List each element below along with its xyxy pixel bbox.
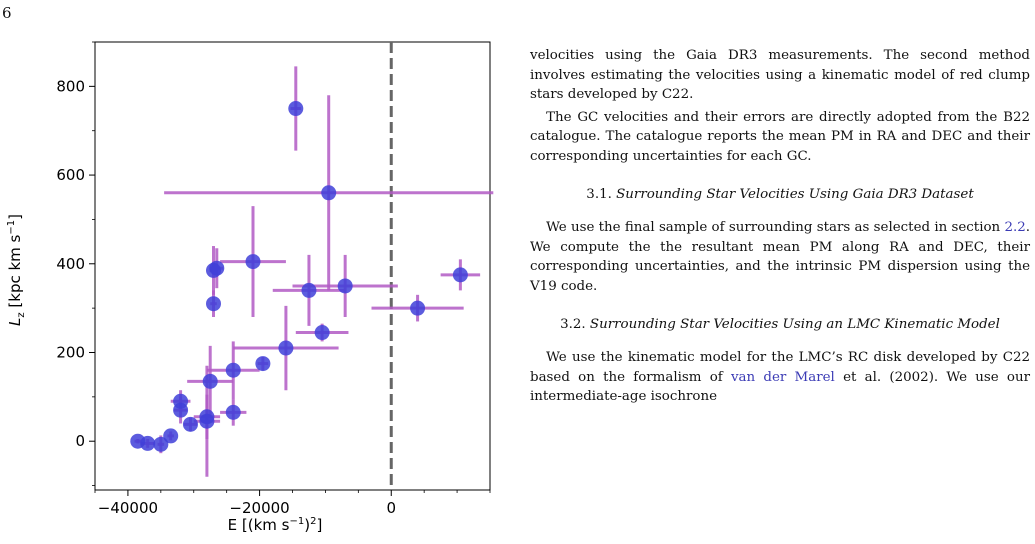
data-marker-21 — [163, 428, 179, 444]
paragraph-3-text-b: . We compute the the resultant mean PM a… — [530, 220, 1030, 294]
y-tick-label: 600 — [56, 166, 85, 184]
paragraph-3: We use the final sample of surrounding s… — [530, 218, 1030, 296]
y-tick-label: 800 — [56, 77, 85, 95]
data-marker-20 — [182, 416, 198, 432]
data-marker-6 — [301, 282, 317, 298]
data-marker-13 — [225, 362, 241, 378]
data-marker-7 — [337, 278, 353, 294]
y-tick-label: 200 — [56, 343, 85, 361]
data-marker-10 — [410, 300, 426, 316]
section-heading-3-2: 3.2. Surrounding Star Velocities Using a… — [530, 315, 1030, 335]
data-marker-9 — [278, 340, 294, 356]
data-marker-1 — [321, 185, 337, 201]
y-tick-label: 400 — [56, 255, 85, 273]
section-heading-3-1: 3.1. Surrounding Star Velocities Using G… — [530, 185, 1030, 205]
data-marker-5 — [206, 296, 221, 312]
paragraph-3-text-a: We use the final sample of surrounding s… — [546, 220, 1005, 236]
section-ref-link[interactable]: 2.2 — [1004, 220, 1026, 236]
axis-ticks: −40000 −20000 0 0 200 400 600 800 — [56, 41, 491, 517]
paragraph-4-text-a: We use the kinematic model for the LMC’s… — [530, 350, 1030, 385]
body-text-column: velocities using the Gaia DR3 measuremen… — [530, 46, 1030, 407]
section-title: Surrounding Star Velocities Using an LMC… — [589, 316, 1000, 332]
data-marker-16 — [173, 402, 189, 418]
data-marker-8 — [314, 325, 330, 341]
data-marker-4 — [245, 254, 261, 270]
y-tick-label: 0 — [75, 432, 85, 450]
x-axis-title: E [(km s−1)2] — [228, 516, 323, 534]
data-marker-22 — [153, 436, 169, 452]
x-tick-label: −40000 — [98, 499, 158, 517]
lz-vs-energy-scatter-plot: −40000 −20000 0 0 200 400 600 800 E [(km s−1)2]… — [6, 41, 494, 534]
x-tick-label: −20000 — [229, 499, 289, 517]
section-number: 3.1. — [586, 186, 612, 202]
paragraph-2: The GC velocities and their errors are d… — [530, 109, 1030, 164]
data-marker-17 — [225, 404, 241, 420]
page-number: 6 — [2, 4, 12, 22]
citation-link[interactable]: van der Marel — [730, 369, 835, 385]
paragraph-4-text-b: et al. (2002). We use our intermediate-a… — [530, 369, 1030, 405]
plot-area — [94, 41, 494, 491]
data-marker-0 — [288, 101, 304, 117]
data-marker-11 — [452, 267, 468, 283]
data-marker-24 — [130, 433, 146, 449]
data-marker-19 — [199, 413, 215, 429]
y-axis-title: Lz [kpc km s−1] — [6, 214, 27, 326]
data-marker-12 — [255, 356, 271, 372]
section-title: Surrounding Star Velocities Using Gaia D… — [616, 186, 974, 202]
data-marker-3 — [206, 262, 221, 278]
paragraph-1: velocities using the Gaia DR3 measuremen… — [530, 48, 1030, 103]
paragraph-4: We use the kinematic model for the LMC’s… — [530, 348, 1030, 407]
section-number: 3.2. — [560, 316, 586, 332]
x-tick-label: 0 — [386, 499, 396, 517]
data-marker-14 — [202, 373, 218, 389]
